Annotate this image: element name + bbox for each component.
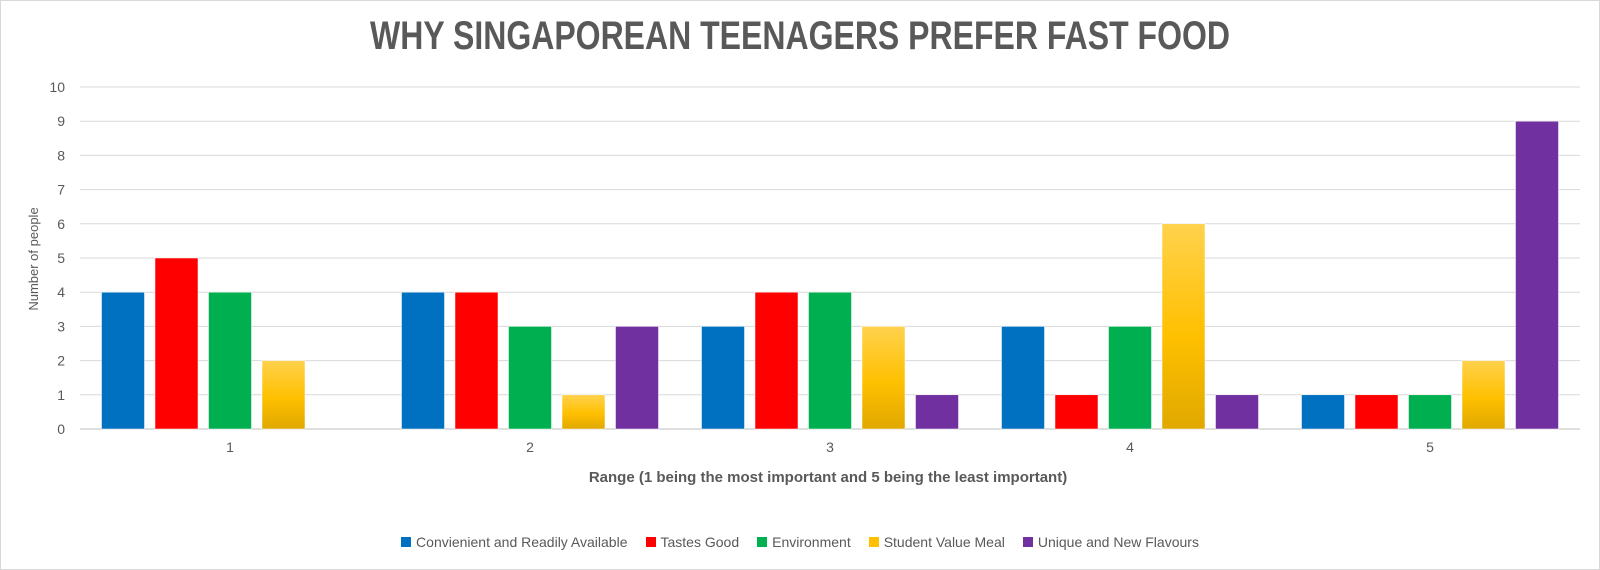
- bar-unique-and-new-flavours-2: [615, 326, 659, 430]
- legend-swatch: [1022, 537, 1033, 547]
- bar-student-value-meal-2: [561, 394, 606, 430]
- legend-swatch: [401, 537, 412, 547]
- legend-label: Tastes Good: [660, 534, 740, 550]
- y-tick-label: 9: [57, 113, 65, 129]
- bar-unique-and-new-flavours-5: [1515, 120, 1559, 430]
- y-tick-label: 3: [57, 318, 65, 334]
- legend-item: Unique and New Flavours: [1022, 534, 1199, 550]
- bar-environment-4: [1108, 326, 1152, 430]
- bar-tastes-good-5: [1354, 394, 1399, 430]
- legend-swatch: [868, 537, 879, 547]
- bar-unique-and-new-flavours-3: [915, 394, 959, 430]
- legend-label: Environment: [772, 534, 851, 550]
- bar-environment-3: [808, 291, 852, 430]
- legend-swatch: [757, 537, 768, 547]
- bar-convienient-and-readily-available-5: [1301, 394, 1345, 430]
- x-tick-label: 3: [826, 439, 834, 455]
- bar-tastes-good-2: [454, 291, 499, 430]
- bar-convienient-and-readily-available-4: [1001, 326, 1045, 430]
- bar-environment-1: [208, 291, 252, 430]
- legend-label: Student Value Meal: [883, 534, 1005, 550]
- legend-label: Convienient and Readily Available: [416, 534, 628, 550]
- bar-student-value-meal-1: [261, 360, 306, 430]
- bar-tastes-good-4: [1054, 394, 1099, 430]
- y-tick-label: 4: [57, 284, 65, 300]
- legend: Convienient and Readily Available Tastes …: [0, 534, 1600, 550]
- legend-swatch: [645, 537, 656, 547]
- x-tick-label: 4: [1126, 439, 1134, 455]
- y-tick-label: 10: [49, 79, 65, 95]
- y-tick-label: 1: [57, 387, 65, 403]
- y-tick-label: 6: [57, 216, 65, 232]
- x-axis-title: Range (1 being the most important and 5 …: [589, 469, 1067, 486]
- legend-label: Unique and New Flavours: [1037, 534, 1199, 550]
- bar-environment-2: [508, 326, 552, 430]
- chart-title: WHY SINGAPOREAN TEENAGERS PREFER FAST FO…: [370, 14, 1230, 58]
- y-tick-label: 5: [57, 250, 65, 266]
- legend-item: Environment: [757, 534, 851, 550]
- y-tick-label: 2: [57, 353, 65, 369]
- bar-tastes-good-3: [754, 291, 799, 430]
- bar-convienient-and-readily-available-3: [701, 326, 745, 430]
- y-axis-title: Number of people: [26, 207, 41, 310]
- bar-unique-and-new-flavours-4: [1215, 394, 1259, 430]
- legend-item: Tastes Good: [645, 534, 740, 550]
- bar-tastes-good-1: [154, 257, 199, 430]
- x-tick-label: 1: [226, 439, 234, 455]
- y-tick-label: 0: [57, 421, 65, 437]
- bar-convienient-and-readily-available-1: [101, 291, 145, 430]
- x-tick-label: 2: [526, 439, 534, 455]
- legend-item: Convienient and Readily Available: [401, 534, 628, 550]
- bar-environment-5: [1408, 394, 1452, 430]
- bar-convienient-and-readily-available-2: [401, 291, 445, 430]
- bar-student-value-meal-4: [1161, 223, 1206, 430]
- x-tick-label: 5: [1426, 439, 1434, 455]
- y-tick-label: 8: [57, 147, 65, 163]
- legend-item: Student Value Meal: [868, 534, 1005, 550]
- bar-student-value-meal-3: [861, 326, 906, 430]
- bar-student-value-meal-5: [1461, 360, 1506, 430]
- y-tick-label: 7: [57, 182, 65, 198]
